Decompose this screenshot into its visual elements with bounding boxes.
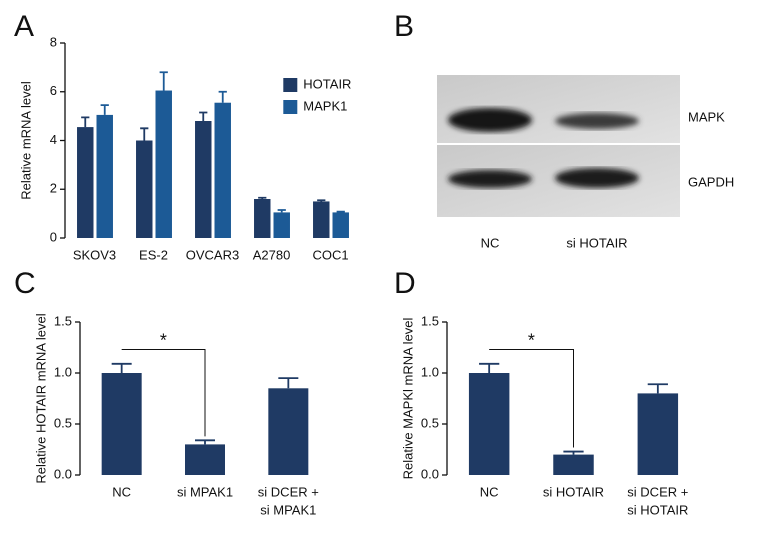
x-tick-label: COC1 [312,247,348,262]
error-bar [647,383,668,394]
x-tick-label: NC [112,484,131,499]
error-bar [111,362,132,373]
bar [468,373,510,475]
y-tick-label: 0.5 [421,415,439,430]
error-bar [81,116,90,128]
legend-label: MAPK1 [303,98,347,113]
panel-label: A [14,10,34,43]
lane-label: si HOTAIR [566,235,627,250]
x-tick-label: si DCER + [258,484,319,499]
bar [553,454,594,475]
error-bar [563,450,584,455]
error-bar [199,111,208,121]
blot-image [437,75,680,217]
legend-swatch [283,78,298,92]
y-tick-label: 1.5 [421,313,439,328]
y-tick-label: 0.5 [54,415,72,430]
error-bar [479,362,500,373]
y-tick-label: 0.0 [421,466,439,481]
significance-bracket [489,349,574,448]
significance-label: * [160,330,167,350]
bar [96,114,113,238]
error-bar [140,127,149,141]
x-tick-label: SKOV3 [73,247,116,262]
y-axis-label: Relative mRNA level [18,81,33,200]
panel-label: C [14,267,36,300]
error-bar [336,210,345,213]
bar [254,199,271,238]
bar [195,121,212,238]
x-tick-label: si MPAK1 [177,484,233,499]
band-label: GAPDH [688,174,734,189]
error-bar [100,104,109,115]
y-axis-label: Relative HOTAIR mRNA level [33,313,48,483]
bar [273,212,290,238]
y-tick-label: 1.0 [54,364,72,379]
y-tick-label: 4 [50,132,57,147]
x-tick-label: A2780 [253,247,291,262]
x-tick-label: ES-2 [139,247,168,262]
error-bar [258,196,267,199]
panel-label: B [394,10,414,43]
y-tick-label: 8 [50,34,57,49]
y-tick-label: 1.0 [421,364,439,379]
x-tick-label: si DCER + [627,484,688,499]
bar [268,388,309,475]
bar [155,90,172,238]
error-bar [195,439,215,445]
x-tick-label: si HOTAIR [543,484,604,499]
y-tick-label: 0 [50,229,57,244]
error-bar [317,199,326,202]
y-axis-label: Relative MAPKl mRNA level [400,317,415,479]
x-tick-label: si HOTAIR [627,502,688,517]
bar [637,393,679,475]
bar [101,373,142,475]
band-label: MAPK [688,109,725,124]
panel-label: D [394,267,416,300]
error-bar [218,90,227,103]
error-bar [277,209,286,213]
bar [214,102,231,238]
legend-label: HOTAIR [303,76,351,91]
y-tick-label: 0.0 [54,466,72,481]
y-tick-label: 1.5 [54,313,72,328]
bar [185,444,225,475]
y-tick-label: 6 [50,83,57,98]
bar [136,140,153,238]
error-bar [278,377,299,389]
legend-swatch [283,100,298,114]
x-tick-label: si MPAK1 [260,502,316,517]
y-tick-label: 2 [50,181,57,196]
error-bar [159,71,168,91]
x-tick-label: OVCAR3 [186,247,239,262]
significance-bracket [121,349,206,437]
bar [77,127,94,238]
significance-label: * [528,330,535,350]
lane-label: NC [481,235,500,250]
x-tick-label: NC [480,484,499,499]
bar [313,201,330,238]
bar [332,212,349,238]
